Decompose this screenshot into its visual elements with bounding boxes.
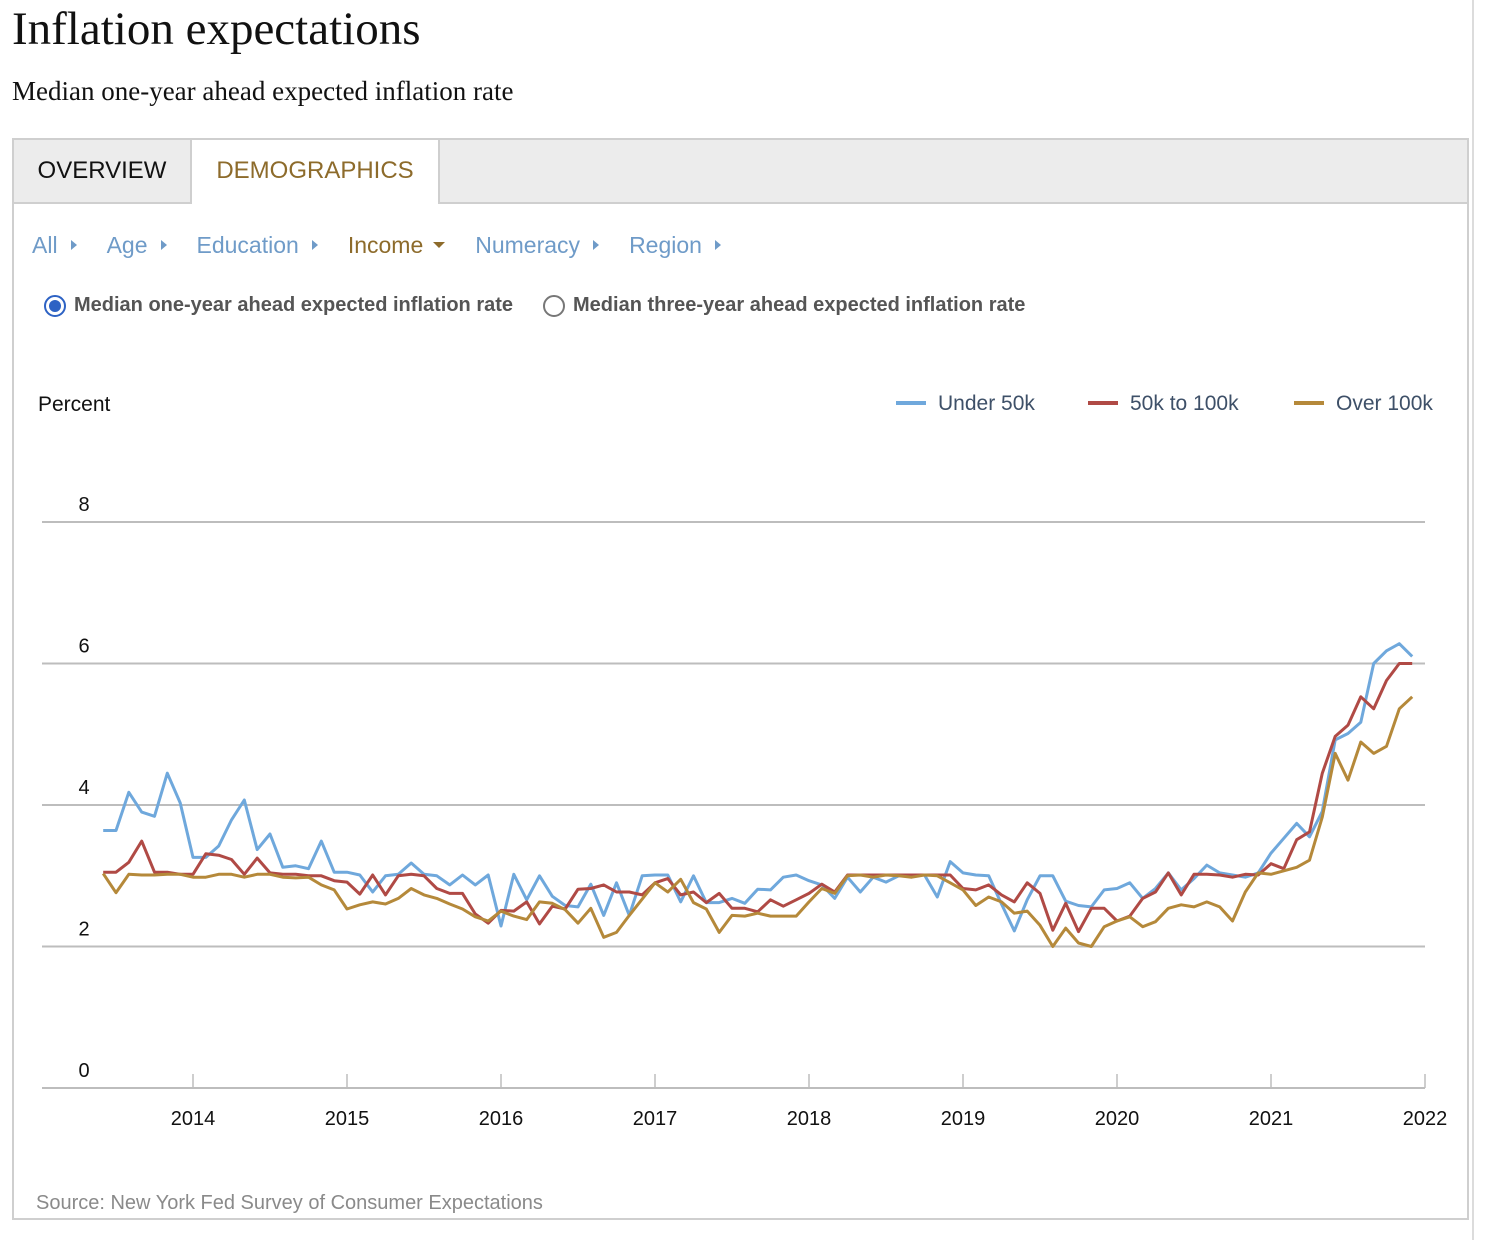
legend-item[interactable]: 50k to 100k [1088, 392, 1239, 415]
tab-demographics[interactable]: DEMOGRAPHICS [190, 140, 440, 204]
page-subtitle: Median one-year ahead expected inflation… [12, 76, 514, 106]
radio-one-year[interactable]: Median one-year ahead expected inflation… [44, 294, 513, 317]
measure-radio-group: Median one-year ahead expected inflation… [44, 294, 1055, 317]
caret-right-icon [593, 240, 600, 250]
legend-item[interactable]: Under 50k [896, 392, 1035, 415]
y-tick-label: 4 [78, 777, 89, 799]
x-tick-label: 2019 [941, 1108, 986, 1130]
filter-label: Numeracy [475, 231, 581, 258]
y-axis-label: Percent [38, 393, 111, 416]
tab-overview[interactable]: OVERVIEW [37, 157, 167, 184]
filter-label: All [32, 231, 58, 258]
radio-checked-icon[interactable] [44, 294, 66, 317]
x-tick-label: 2016 [479, 1108, 524, 1130]
radio-unchecked-icon[interactable] [543, 294, 566, 317]
source-note: Source: New York Fed Survey of Consumer … [36, 1192, 543, 1214]
y-tick-label: 6 [78, 636, 89, 658]
y-tick-label: 2 [78, 919, 89, 941]
radio-three-year[interactable]: Median three-year ahead expected inflati… [543, 294, 1025, 317]
filter-numeracy[interactable]: Numeracy [475, 230, 600, 260]
filter-education[interactable]: Education [197, 230, 318, 260]
series-line-over-100k [101, 695, 1414, 948]
y-tick-label: 8 [78, 494, 89, 516]
y-tick-label: 0 [78, 1060, 89, 1082]
page-title: Inflation expectations [12, 3, 421, 55]
radio-label: Median three-year ahead expected inflati… [573, 294, 1026, 316]
filter-income[interactable]: Income [347, 230, 446, 260]
x-tick-label: 2020 [1095, 1108, 1140, 1130]
caret-right-icon [714, 240, 721, 250]
filter-label: Region [629, 231, 702, 258]
x-tick-label: 2014 [171, 1108, 216, 1130]
filter-region[interactable]: Region [629, 230, 721, 260]
legend-label: Over 100k [1336, 392, 1433, 415]
series-line-under-50k [103, 642, 1414, 933]
filter-all[interactable]: All [32, 230, 77, 260]
caret-down-icon [433, 242, 446, 248]
caret-right-icon [160, 240, 167, 250]
caret-right-icon [70, 240, 77, 250]
x-tick-label: 2022 [1403, 1108, 1448, 1130]
page-scrollbar-edge [1472, 0, 1474, 1240]
x-tick-label: 2021 [1249, 1108, 1294, 1130]
x-tick-label: 2017 [633, 1108, 678, 1130]
radio-label: Median one-year ahead expected inflation… [74, 294, 514, 316]
filter-label: Education [196, 231, 299, 258]
legend-label: 50k to 100k [1130, 392, 1239, 415]
filter-label: Income [347, 231, 424, 258]
legend-label: Under 50k [938, 392, 1035, 415]
caret-right-icon [311, 240, 318, 250]
x-tick-label: 2018 [787, 1108, 832, 1130]
tab-bar: OVERVIEW DEMOGRAPHICS [14, 140, 1467, 204]
demographic-filter-bar: All Age Education Income Numeracy Region [32, 230, 751, 260]
x-tick-label: 2015 [325, 1108, 370, 1130]
legend-item[interactable]: Over 100k [1294, 392, 1433, 415]
chart-panel: OVERVIEW DEMOGRAPHICS All Age Education … [12, 138, 1469, 1220]
filter-label: Age [106, 231, 148, 258]
filter-age[interactable]: Age [107, 230, 167, 260]
